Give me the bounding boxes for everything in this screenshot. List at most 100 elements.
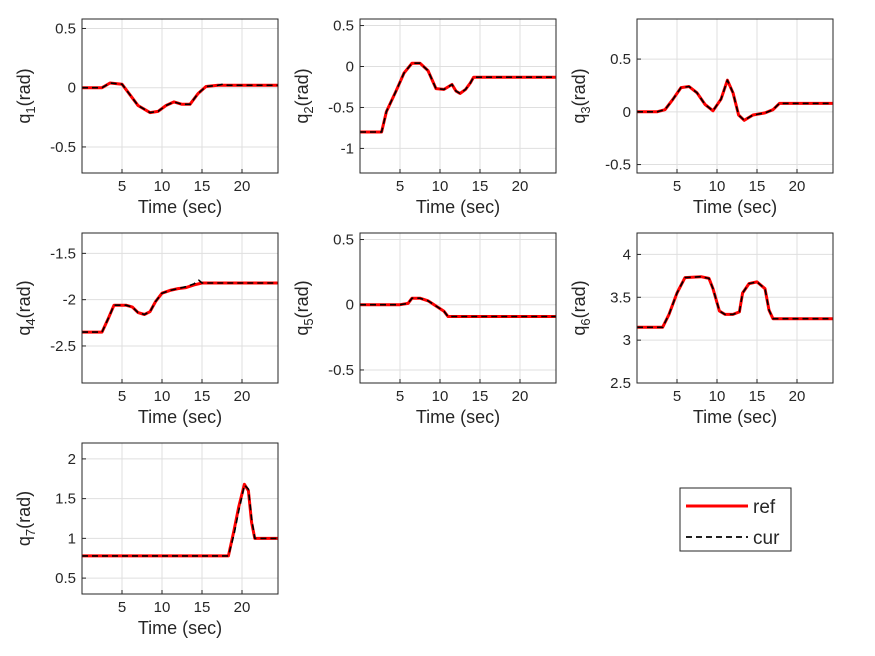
x-tick-label: 20 <box>789 388 806 405</box>
series-cur-line <box>82 484 278 557</box>
legend-label-cur: cur <box>753 528 780 549</box>
y-label-subscript: 6 <box>578 318 593 325</box>
series-cur-line <box>360 62 556 133</box>
x-tick-label: 10 <box>432 178 449 195</box>
series-cur-line <box>637 275 833 329</box>
y-axis-label: q3(rad) <box>569 68 593 123</box>
axes-background <box>82 443 278 594</box>
y-tick-label: -2 <box>63 292 76 309</box>
y-tick-label: 0.5 <box>610 51 631 68</box>
y-label-unit: (rad) <box>569 280 589 318</box>
x-axis-label: Time (sec) <box>416 407 500 427</box>
subplot-q7: 5 10 15 20 2 1.5 1 0.5 Time (sec) q7(rad) <box>14 442 279 638</box>
y-label-unit: (rad) <box>292 280 312 318</box>
y-tick-label: 0 <box>346 59 354 76</box>
subplot-q2: 5 10 15 20 0.5 0 -0.5 -1 Time (sec) q2(rad) <box>292 18 557 217</box>
axes-background <box>82 19 278 173</box>
y-tick-label: 0.5 <box>333 18 354 35</box>
axes-frame <box>81 442 279 595</box>
x-tick-label: 10 <box>709 388 726 405</box>
y-axis-label: q2(rad) <box>292 68 316 123</box>
x-tick-label: 5 <box>118 178 126 195</box>
x-axis-label: Time (sec) <box>138 618 222 638</box>
y-axis-label: q1(rad) <box>14 68 38 123</box>
y-label-symbol: q <box>14 114 34 124</box>
subplot-q4: 5 10 15 20 -1.5 -2 -2.5 Time (sec) q4(rad) <box>14 232 279 427</box>
y-label-symbol: q <box>292 114 312 124</box>
y-label-subscript: 2 <box>301 106 316 113</box>
y-tick-label: 3 <box>623 332 631 349</box>
x-axis-label: Time (sec) <box>138 197 222 217</box>
axes-background <box>637 233 833 383</box>
axes-frame <box>81 232 279 384</box>
y-tick-label: 0.5 <box>333 232 354 249</box>
x-tick-label: 20 <box>234 178 251 195</box>
y-tick-label: 0.5 <box>55 20 76 37</box>
y-tick-label: 1 <box>68 530 76 547</box>
y-label-symbol: q <box>14 326 34 336</box>
y-tick-label: -1 <box>341 140 354 157</box>
axes-frame <box>636 18 834 174</box>
y-label-unit: (rad) <box>14 491 34 529</box>
y-tick-label: 0 <box>623 104 631 121</box>
x-axis-label: Time (sec) <box>693 407 777 427</box>
x-tick-label: 15 <box>472 178 489 195</box>
x-tick-label: 20 <box>512 178 529 195</box>
x-tick-label: 10 <box>154 388 171 405</box>
y-tick-label: -1.5 <box>50 245 76 262</box>
x-tick-label: 15 <box>472 388 489 405</box>
y-tick-label: 2 <box>68 451 76 468</box>
y-axis-label: q6(rad) <box>569 280 593 335</box>
y-label-subscript: 4 <box>23 318 38 325</box>
y-label-unit: (rad) <box>14 280 34 318</box>
x-tick-label: 5 <box>673 178 681 195</box>
x-tick-label: 15 <box>749 178 766 195</box>
x-axis-label: Time (sec) <box>416 197 500 217</box>
legend-box <box>679 487 792 552</box>
y-tick-label: -2.5 <box>50 338 76 355</box>
x-tick-label: 15 <box>194 388 211 405</box>
series-cur-line <box>82 82 278 114</box>
y-label-unit: (rad) <box>14 68 34 106</box>
y-tick-label: 2.5 <box>610 375 631 392</box>
y-label-subscript: 7 <box>23 529 38 536</box>
y-tick-label: 3.5 <box>610 289 631 306</box>
x-tick-label: 15 <box>749 388 766 405</box>
y-tick-label: 0.5 <box>55 570 76 587</box>
x-tick-label: 5 <box>118 599 126 616</box>
axes-background <box>360 19 556 173</box>
y-label-symbol: q <box>14 536 34 546</box>
y-label-unit: (rad) <box>292 68 312 106</box>
series-cur-line <box>360 297 556 318</box>
y-tick-label: -0.5 <box>328 99 354 116</box>
x-tick-label: 20 <box>234 599 251 616</box>
axes-frame <box>81 18 279 174</box>
axes-frame <box>359 18 557 174</box>
y-label-symbol: q <box>292 326 312 336</box>
x-tick-label: 10 <box>432 388 449 405</box>
legend: ref cur <box>679 487 792 552</box>
x-tick-label: 20 <box>234 388 251 405</box>
x-tick-label: 5 <box>118 388 126 405</box>
x-tick-label: 10 <box>154 178 171 195</box>
x-tick-label: 10 <box>154 599 171 616</box>
y-tick-label: -0.5 <box>328 362 354 379</box>
y-label-subscript: 1 <box>23 106 38 113</box>
y-tick-label: 0 <box>346 297 354 314</box>
x-tick-label: 5 <box>396 388 404 405</box>
y-tick-label: 4 <box>623 246 631 263</box>
y-tick-label: 1.5 <box>55 491 76 508</box>
x-tick-label: 5 <box>673 388 681 405</box>
y-tick-label: -0.5 <box>605 157 631 174</box>
legend-label-ref: ref <box>753 497 776 518</box>
y-tick-label: 0 <box>68 80 76 97</box>
x-tick-label: 15 <box>194 599 211 616</box>
x-tick-label: 20 <box>512 388 529 405</box>
axes-background <box>360 233 556 383</box>
series-cur-line <box>82 279 278 333</box>
y-axis-label: q7(rad) <box>14 491 38 546</box>
subplot-q1: 5 10 15 20 0.5 0 -0.5 Time (sec) q1(rad) <box>14 18 279 217</box>
x-tick-label: 20 <box>789 178 806 195</box>
